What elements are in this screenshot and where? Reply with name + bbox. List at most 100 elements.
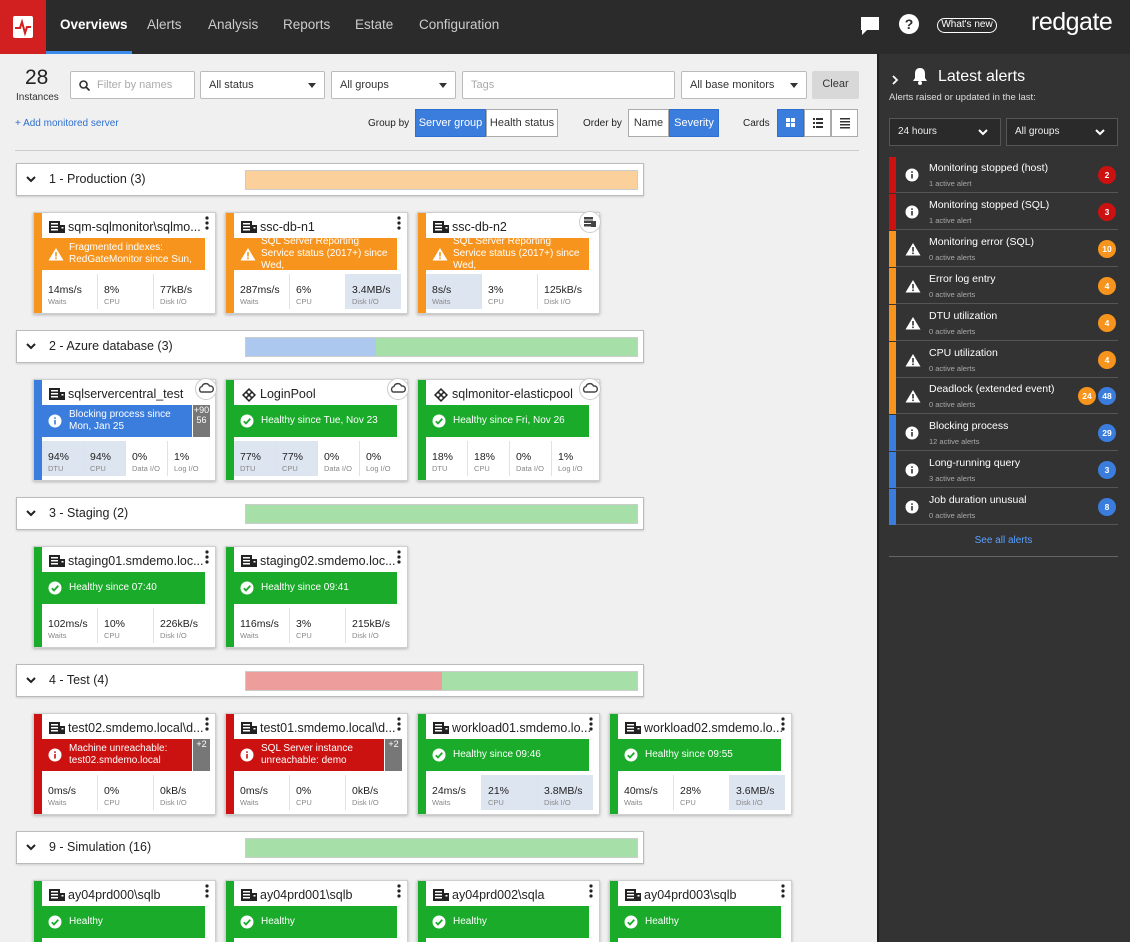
- metric: 0ms/s Waits: [234, 775, 289, 810]
- period-dropdown[interactable]: 24 hours: [889, 118, 1001, 146]
- toggle-button[interactable]: Severity: [669, 109, 719, 137]
- alert-row[interactable]: Monitoring stopped (host) 1 active alert 2: [889, 157, 1118, 193]
- dropdown[interactable]: All status: [200, 71, 325, 99]
- card-view-button[interactable]: [804, 109, 831, 137]
- nav-tab[interactable]: Estate: [355, 17, 394, 32]
- chat-icon[interactable]: [859, 15, 881, 37]
- server-card[interactable]: test01.smdemo.local\d... SQL Server insta…: [225, 713, 408, 815]
- card-menu[interactable]: [205, 550, 209, 569]
- group-header[interactable]: 9 - Simulation (16): [16, 831, 644, 864]
- metric-label: DTU: [48, 464, 64, 473]
- server-card[interactable]: ay04prd000\sqlb Healthy: [33, 880, 216, 942]
- server-card[interactable]: sqlservercentral_test Blocking process si…: [33, 378, 217, 481]
- server-card[interactable]: ay04prd002\sqla Healthy: [417, 880, 600, 942]
- icon: [48, 414, 62, 428]
- alert-row[interactable]: Error log entry 0 active alerts 4: [889, 267, 1118, 304]
- metric-label: DTU: [240, 464, 256, 473]
- card-menu[interactable]: [589, 884, 593, 903]
- filter-input[interactable]: Filter by names: [70, 71, 195, 99]
- metric-value: 3%: [488, 284, 504, 296]
- status-icon: [432, 247, 448, 266]
- alert-row[interactable]: Monitoring error (SQL) 0 active alerts 10: [889, 230, 1118, 267]
- alert-stripe: [889, 378, 896, 415]
- server-card[interactable]: workload02.smdemo.lo... Healthy since 09:…: [609, 713, 792, 815]
- server-card[interactable]: ssc-db-n1 SQL Server Reporting Service st…: [225, 212, 408, 314]
- alert-row[interactable]: CPU utilization 0 active alerts 4: [889, 341, 1118, 378]
- alert-count: 48: [1098, 387, 1116, 406]
- status-icon: [48, 581, 62, 600]
- alert-row[interactable]: Long-running query 3 active alerts 3: [889, 452, 1118, 489]
- server-card[interactable]: ssc-db-n2 SQL Server Reporting Service st…: [417, 211, 601, 314]
- metrics-row: [426, 938, 593, 942]
- alert-row[interactable]: DTU utilization 0 active alerts 4: [889, 304, 1118, 341]
- group-dropdown[interactable]: All groups: [1006, 118, 1118, 146]
- card-menu[interactable]: [205, 717, 209, 736]
- server-card[interactable]: LoginPool Healthy since Tue, Nov 23 77% DTU…: [225, 378, 409, 481]
- card-view-button[interactable]: [777, 109, 804, 137]
- icon: [790, 83, 798, 88]
- nav-tab[interactable]: Overviews: [60, 17, 128, 32]
- icon: [240, 915, 254, 929]
- cards-label: Cards: [743, 118, 770, 129]
- group-header[interactable]: 3 - Staging (2): [16, 497, 644, 530]
- group-header[interactable]: 4 - Test (4): [16, 664, 644, 697]
- tags-input[interactable]: Tags: [462, 71, 675, 99]
- whats-new[interactable]: What's new: [937, 18, 997, 33]
- server-card[interactable]: sqlmonitor-elasticpool Healthy since Fri,…: [417, 378, 601, 481]
- nav-tab[interactable]: Reports: [283, 17, 331, 32]
- clear-button[interactable]: Clear: [812, 71, 859, 99]
- server-card[interactable]: workload01.smdemo.lo... Healthy since 09:…: [417, 713, 600, 815]
- card-menu[interactable]: [205, 884, 209, 903]
- metric-value: 8s/s: [432, 284, 452, 296]
- dropdown[interactable]: All base monitors: [681, 71, 807, 99]
- panel-toggle[interactable]: [892, 72, 899, 90]
- logo[interactable]: [0, 0, 46, 54]
- server-name: workload01.smdemo.lo...: [452, 721, 591, 735]
- metric-label: CPU: [296, 631, 312, 640]
- alert-row[interactable]: Deadlock (extended event) 0 active alerts…: [889, 378, 1118, 415]
- toggle-button[interactable]: Health status: [486, 109, 558, 137]
- group-header[interactable]: 1 - Production (3): [16, 163, 644, 196]
- nav-tab[interactable]: Alerts: [147, 17, 182, 32]
- alert-stripe: [889, 341, 896, 378]
- server-icon: [625, 888, 641, 907]
- card-menu[interactable]: [781, 717, 785, 736]
- card-menu[interactable]: [781, 884, 785, 903]
- metric-value: 102ms/s: [48, 618, 88, 630]
- alert-name: Monitoring stopped (SQL): [929, 198, 1050, 211]
- server-card[interactable]: staging02.smdemo.loc... Healthy since 09:…: [225, 546, 408, 648]
- nav-tab[interactable]: Analysis: [208, 17, 259, 32]
- status-stripe: [610, 714, 618, 814]
- icon: [205, 550, 209, 564]
- dropdown[interactable]: All groups: [331, 71, 456, 99]
- help-icon[interactable]: ?: [898, 13, 920, 35]
- server-card[interactable]: ay04prd001\sqlb Healthy: [225, 880, 408, 942]
- alert-row[interactable]: Job duration unusual 0 active alerts 8: [889, 489, 1118, 526]
- card-menu[interactable]: [589, 717, 593, 736]
- nav-tab[interactable]: Configuration: [419, 17, 500, 32]
- card-menu[interactable]: [397, 884, 401, 903]
- card-menu[interactable]: [205, 216, 209, 235]
- alert-row[interactable]: Blocking process 12 active alerts 29: [889, 415, 1118, 452]
- toggle-button[interactable]: Name: [628, 109, 669, 137]
- card-menu[interactable]: [397, 216, 401, 235]
- server-card[interactable]: sqm-sqlmonitor\sqlmo... Fragmented indexe…: [33, 212, 216, 314]
- server-card[interactable]: staging01.smdemo.loc... Healthy since 07:…: [33, 546, 216, 648]
- health-bar: [245, 671, 638, 691]
- group-header[interactable]: 2 - Azure database (3): [16, 330, 644, 363]
- server-card[interactable]: ay04prd003\sqlb Healthy: [609, 880, 792, 942]
- alert-row[interactable]: Monitoring stopped (SQL) 1 active alert 3: [889, 193, 1118, 230]
- card-menu[interactable]: [397, 717, 401, 736]
- see-all-link[interactable]: See all alerts: [974, 535, 1033, 546]
- card-view-button[interactable]: [831, 109, 858, 137]
- card-menu[interactable]: [397, 550, 401, 569]
- toggle-button[interactable]: Server group: [415, 109, 486, 137]
- server-card[interactable]: test02.smdemo.local\d... Machine unreacha…: [33, 713, 216, 815]
- icon: [439, 83, 447, 88]
- alert-name: Monitoring stopped (host): [929, 162, 1049, 174]
- metric-label: CPU: [282, 464, 298, 473]
- icon: [205, 216, 209, 230]
- alert-name: DTU utilization: [929, 309, 998, 322]
- add-server-link[interactable]: + Add monitored server: [15, 118, 119, 129]
- metric: 287ms/s Waits: [234, 274, 289, 309]
